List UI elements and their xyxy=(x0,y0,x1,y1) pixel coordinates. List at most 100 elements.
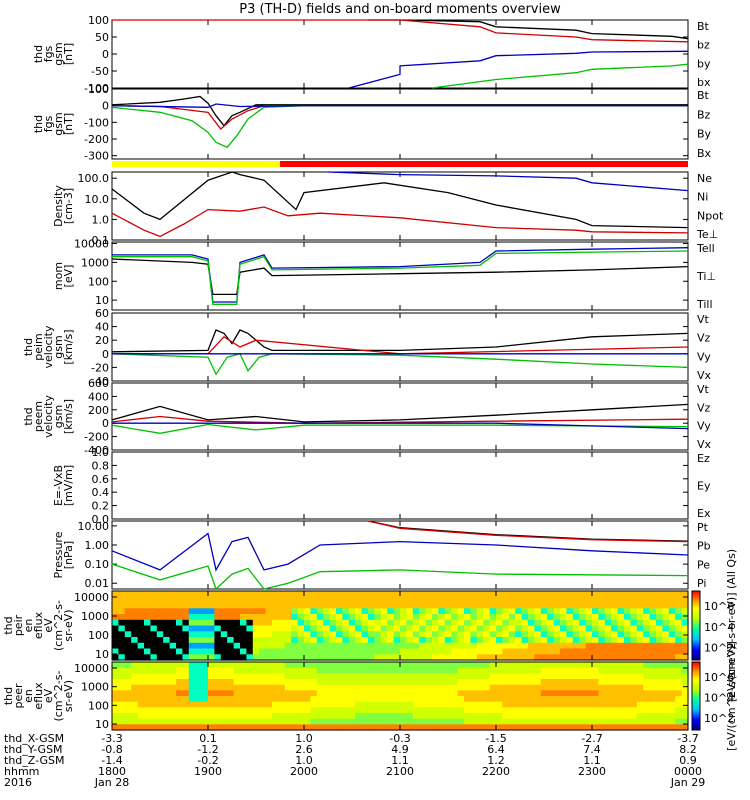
y-axis-label: gsm xyxy=(52,112,65,135)
y-tick-label: -200 xyxy=(84,133,109,146)
legend-tell: Tell xyxy=(696,242,715,255)
legend-vz: Vz xyxy=(697,401,711,414)
y-axis-label: [eV] xyxy=(62,265,75,288)
legend-till: Till xyxy=(696,298,713,311)
y-axis-label: peer xyxy=(12,683,25,709)
spectrogram-peer_spec xyxy=(112,662,689,731)
plot-frame xyxy=(111,19,689,89)
y-tick-label: -100 xyxy=(84,82,109,95)
series-pi-line xyxy=(111,532,689,572)
legend-vt: Vt xyxy=(697,313,710,326)
ephemeris-value: 0.9 xyxy=(679,754,697,767)
series-by-line xyxy=(111,105,688,149)
series-bx-line xyxy=(348,50,689,89)
ephemeris-row-label: thd_X-GSM xyxy=(4,732,64,745)
legend-npot: Npot xyxy=(697,209,724,222)
ephemeris-row-label: thd_Z-GSM xyxy=(4,754,64,767)
y-tick-label: 0 xyxy=(102,348,109,361)
legend-ti⊥: Ti⊥ xyxy=(696,270,716,283)
panel-peer_spec: 10^610^410^2[eV/(cm^2-s-sr-eV)]100001000… xyxy=(2,641,738,751)
y-axis-label: fgs xyxy=(42,45,55,62)
date-label: Jan 29 xyxy=(670,776,705,789)
y-axis-label: [km/s] xyxy=(62,399,75,434)
ephemeris-value: 2000 xyxy=(290,765,318,778)
y-tick-label: 100.0 xyxy=(78,172,110,185)
status-bar-yellow xyxy=(112,161,280,167)
y-tick-label: 20 xyxy=(95,334,109,347)
colorbar-tick: 10^6 xyxy=(704,671,734,684)
y-tick-label: 10000 xyxy=(74,591,109,604)
colorbar-tick: 10^2 xyxy=(704,642,734,655)
series-ni-line xyxy=(111,171,689,229)
y-tick-label: 400 xyxy=(88,390,109,403)
y-axis-label: [nT] xyxy=(62,43,75,65)
ephemeris-value: 1.1 xyxy=(391,754,409,767)
y-tick-label: 100 xyxy=(88,629,109,642)
legend-pi: Pi xyxy=(697,577,706,590)
colorbar xyxy=(691,590,701,661)
legend-vx: Vx xyxy=(697,369,712,382)
y-axis-label: en xyxy=(22,619,35,633)
series-bt-line xyxy=(368,19,689,40)
plot-frame xyxy=(111,451,689,520)
y-tick-label: -50 xyxy=(91,65,109,78)
y-tick-label: 0.4 xyxy=(92,486,110,499)
panel-pressure: 10.00 1.00 0.10 0.01 Pressure[nPa] Pt Pb Pe Pi xyxy=(52,520,711,590)
y-tick-label: 100 xyxy=(88,699,109,712)
legend-ne: Ne xyxy=(697,172,712,185)
y-axis-label: peir xyxy=(12,614,25,636)
y-axis-label: [mV/m] xyxy=(62,465,75,506)
y-tick-label: 50 xyxy=(95,31,109,44)
y-tick-label: 0.0 xyxy=(92,513,110,526)
y-tick-label: 10.0 xyxy=(85,193,110,206)
y-tick-label: 10.00 xyxy=(78,520,110,533)
legend-vy: Vy xyxy=(697,420,711,433)
series-npot-line xyxy=(327,171,689,192)
y-tick-label: -400 xyxy=(84,444,109,457)
ephemeris-value: 2300 xyxy=(578,765,606,778)
y-axis-label: [nPa] xyxy=(62,541,75,569)
ephemeris-value: -1.5 xyxy=(485,732,506,745)
y-tick-label: 1.0 xyxy=(92,446,110,459)
series-bz-line xyxy=(112,19,689,43)
legend-bz: bz xyxy=(697,39,710,52)
ephemeris-value: -0.8 xyxy=(101,743,122,756)
ephemeris-value: -0.2 xyxy=(197,754,218,767)
y-tick-label: 600 xyxy=(88,377,109,390)
y-axis-label: thd xyxy=(2,687,15,705)
series-ne-line xyxy=(111,206,689,238)
y-axis-label: fgs xyxy=(42,115,55,132)
series-vt-line xyxy=(111,403,689,423)
legend-by: by xyxy=(697,57,711,70)
series-vz-line xyxy=(111,415,689,424)
y-axis-label: gsm xyxy=(52,42,65,65)
y-axis-label: gsm xyxy=(52,335,65,358)
y-tick-label: 0.10 xyxy=(85,558,110,571)
colorbar xyxy=(691,661,701,731)
y-axis-label: thd xyxy=(32,45,45,63)
legend-vx: Vx xyxy=(697,438,712,451)
legend-pe: Pe xyxy=(697,558,710,571)
y-axis-label: thd xyxy=(22,407,35,425)
legend-bz: Bz xyxy=(697,108,711,121)
plot-frame xyxy=(111,171,689,241)
colorbar-tick: 10^6 xyxy=(704,600,734,613)
y-axis-label: eflux xyxy=(32,611,45,639)
colorbar-tick: 10^4 xyxy=(704,691,734,704)
legend-ey: Ey xyxy=(697,480,711,493)
y-axis-label: (cm^2-s- xyxy=(52,600,65,651)
y-axis-label: peem xyxy=(32,401,45,432)
y-axis-label: Density xyxy=(52,185,65,227)
legend-vz: Vz xyxy=(697,332,711,345)
legend-by: By xyxy=(697,128,712,141)
ephemeris-value: 1.2 xyxy=(487,754,505,767)
legend-ez: Ez xyxy=(697,452,710,465)
plot-frame xyxy=(111,88,689,160)
ephemeris-value: 1900 xyxy=(194,765,222,778)
y-tick-label: 100 xyxy=(88,14,109,27)
y-axis-label: sr-eV) xyxy=(62,680,75,712)
y-axis-label: sr-eV) xyxy=(62,609,75,641)
series-pb-line xyxy=(367,520,689,543)
ephemeris-value: 1.0 xyxy=(295,732,313,745)
